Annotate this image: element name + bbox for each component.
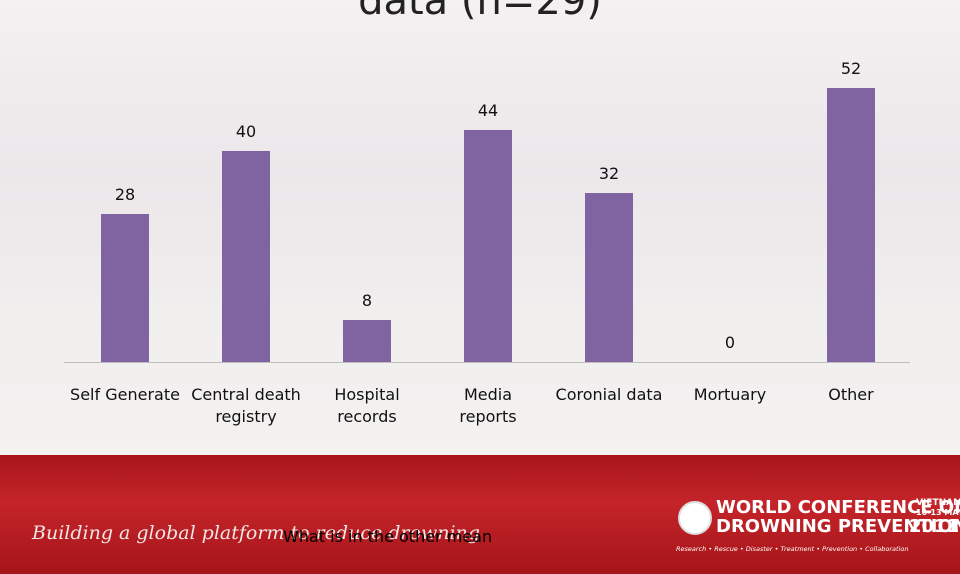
bar xyxy=(222,151,270,362)
plot-area: 28 Self Generate 40 Central death registry 8… xyxy=(70,59,875,426)
bar xyxy=(343,319,391,362)
x-tick-label: Central death registry xyxy=(191,385,301,426)
data-label: 28 xyxy=(114,185,136,205)
slogan: Building a global platform to reduce dro… xyxy=(32,522,480,544)
data-label: 40 xyxy=(235,122,257,142)
country: VIETNAM xyxy=(916,498,960,508)
conference-line1: WORLD CONFERENCE ON xyxy=(716,497,960,518)
bar xyxy=(101,214,149,362)
x-tick-label: Other xyxy=(828,385,874,404)
tagline: Research • Rescue • Disaster • Treatment… xyxy=(676,545,909,553)
conference-logo: WORLD CONFERENCE ON DROWNING PREVENTION … xyxy=(676,497,960,559)
footer-banner xyxy=(0,455,960,574)
dates: 10-13 MAY xyxy=(916,508,960,517)
x-tick-label: Media reports xyxy=(459,385,517,426)
bar xyxy=(464,130,512,362)
x-tick-label: Mortuary xyxy=(693,385,767,404)
bar xyxy=(827,88,875,362)
note: What is in the other mean xyxy=(283,527,493,546)
data-label: 8 xyxy=(361,290,373,310)
data-label: 0 xyxy=(724,333,736,352)
data-label: 52 xyxy=(840,59,862,78)
x-tick-label: Hospital records xyxy=(334,385,400,426)
logo-emblem xyxy=(678,501,712,535)
data-label: 32 xyxy=(598,164,620,184)
baseline xyxy=(64,362,910,363)
x-tick-label: Self Generate xyxy=(70,385,180,404)
bar xyxy=(585,193,633,362)
chart-title: data (n=29) xyxy=(358,0,602,24)
x-tick-label: Coronial data xyxy=(555,385,663,404)
data-label: 44 xyxy=(477,101,499,121)
conference-line2: DROWNING PREVENTION xyxy=(716,516,960,537)
year: 2011 xyxy=(909,516,960,537)
